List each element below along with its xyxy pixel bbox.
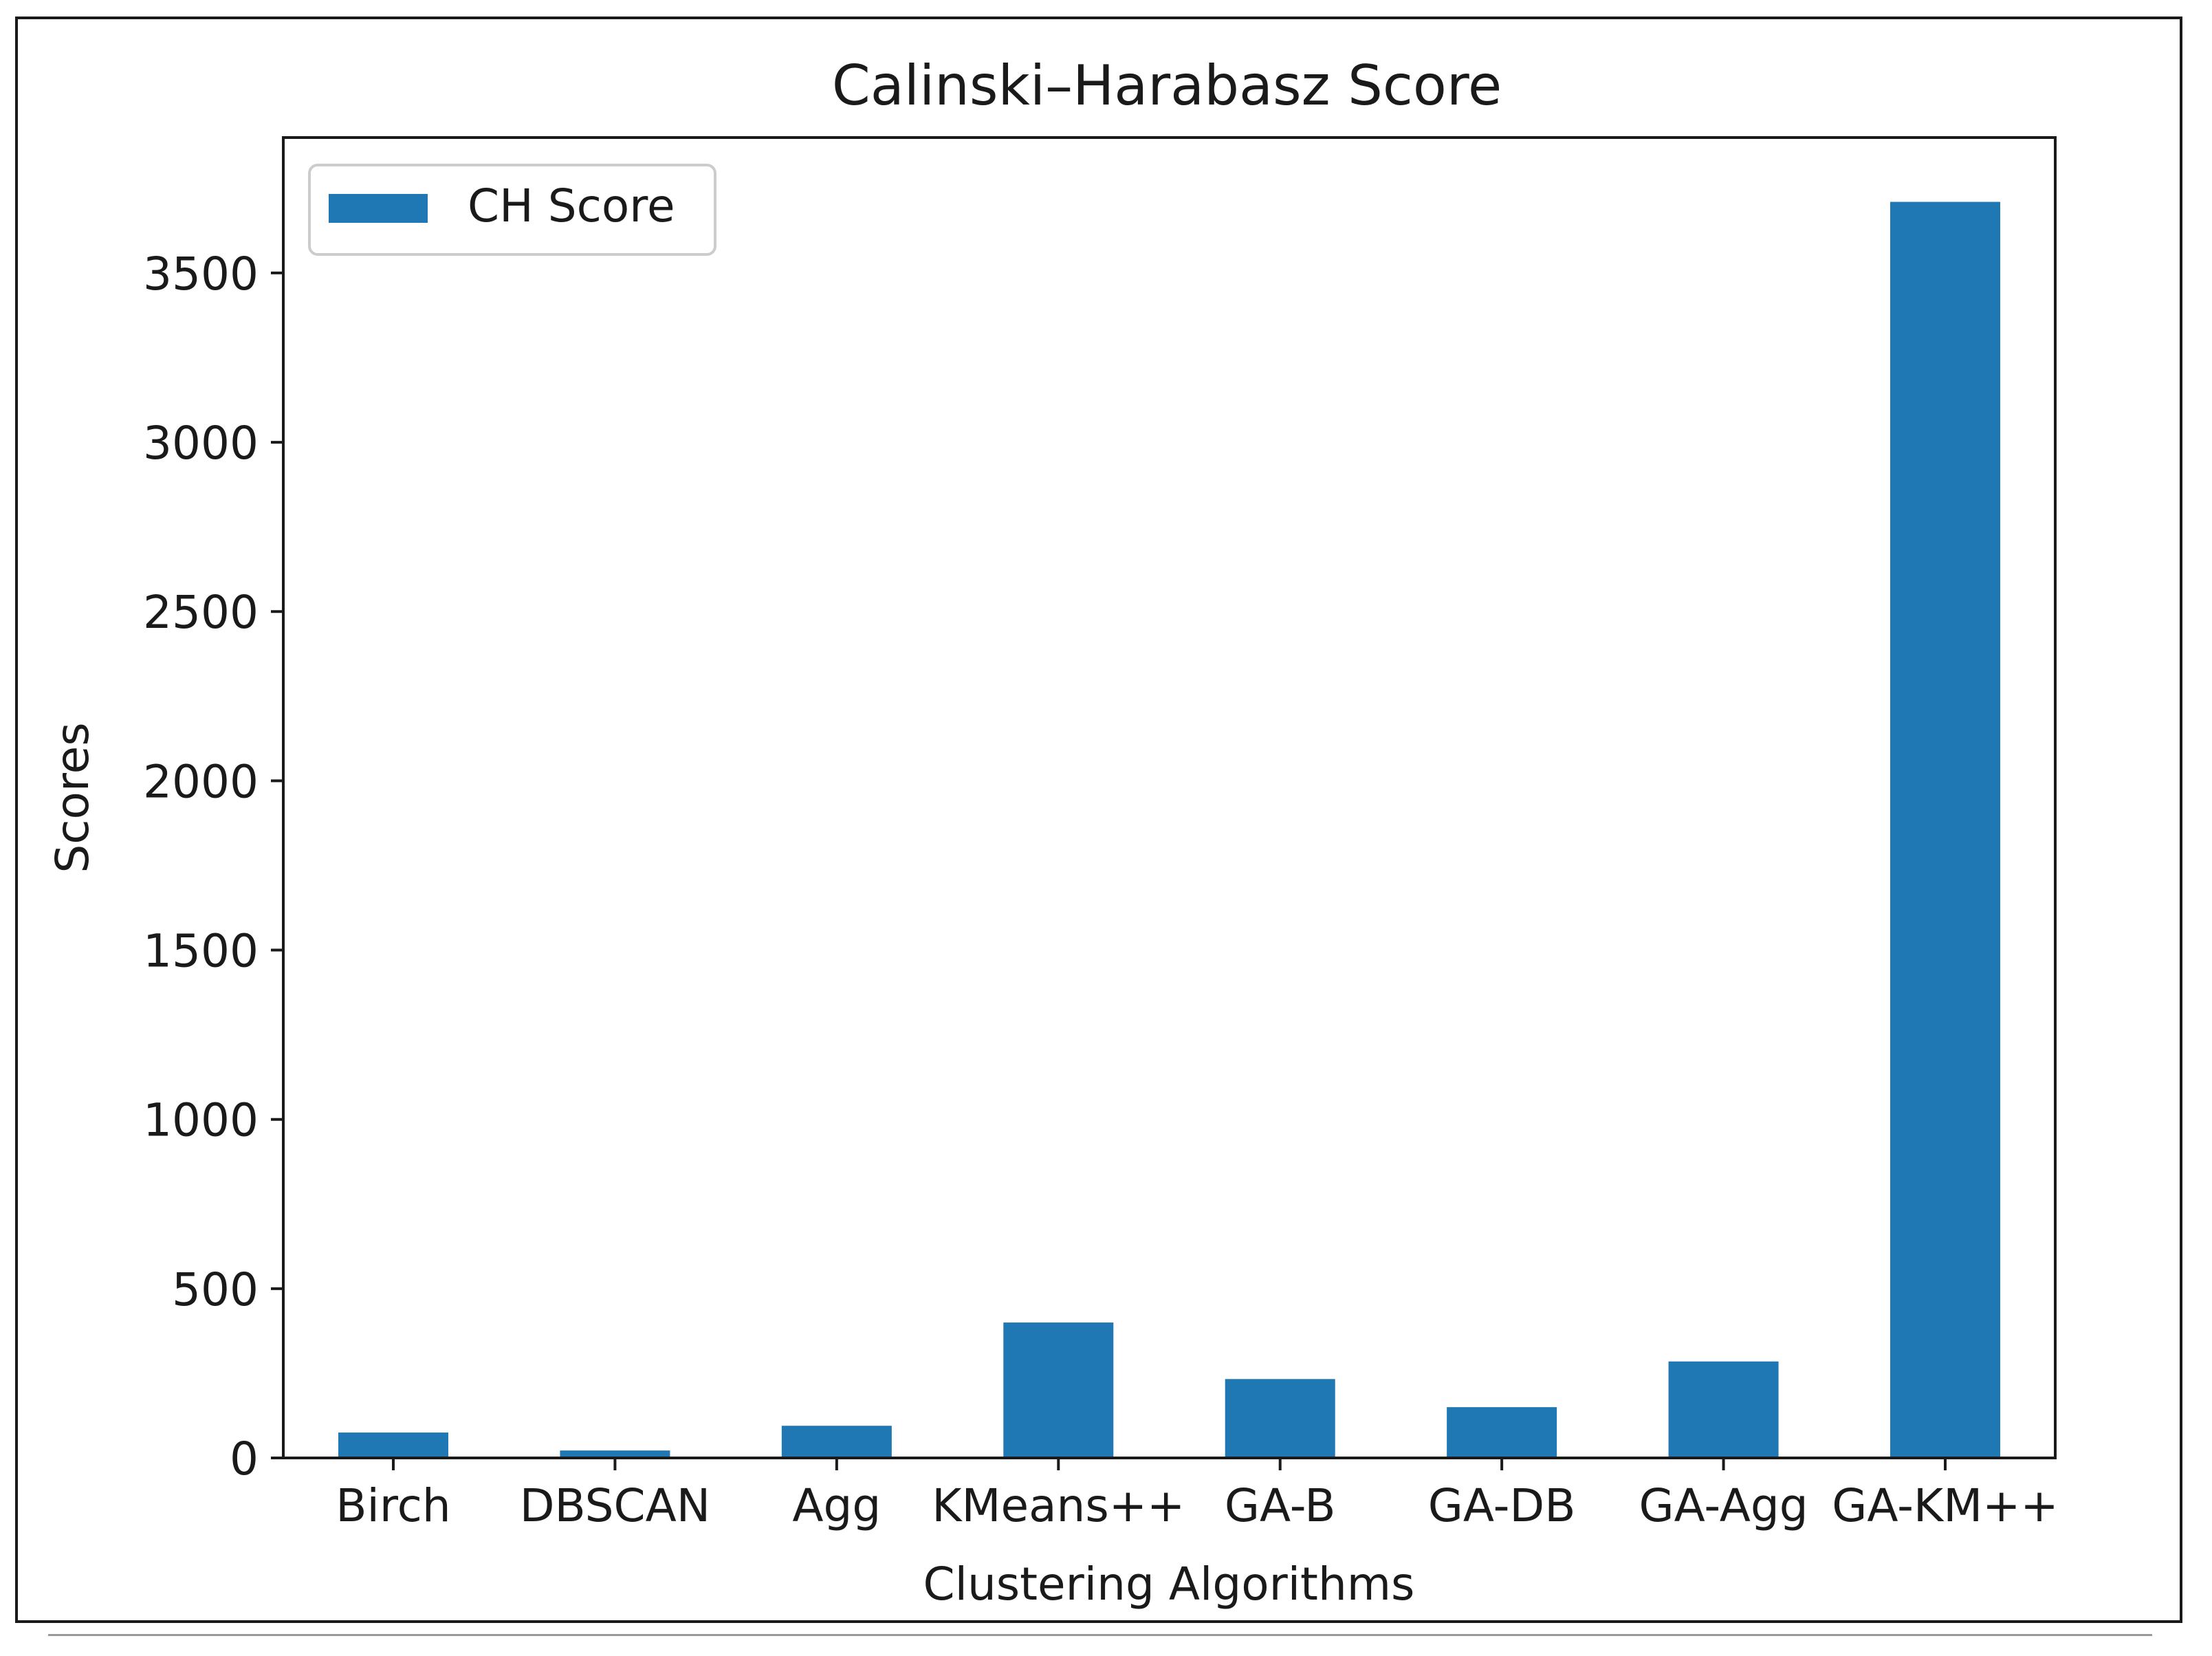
y-tick-label: 2000 bbox=[143, 755, 259, 808]
legend-swatch bbox=[329, 194, 428, 223]
bar-kmeans- bbox=[1003, 1322, 1114, 1458]
bar-ga-agg bbox=[1668, 1361, 1779, 1458]
y-tick-label: 0 bbox=[230, 1432, 259, 1485]
x-tick-label: KMeans++ bbox=[932, 1479, 1185, 1532]
x-tick-label: Agg bbox=[792, 1479, 881, 1532]
x-tick-label: GA-DB bbox=[1428, 1479, 1576, 1532]
bar-agg bbox=[781, 1426, 892, 1458]
y-tick-label: 1500 bbox=[143, 925, 259, 978]
bar-birch bbox=[338, 1432, 448, 1458]
bar-ga-b bbox=[1225, 1379, 1335, 1458]
y-tick-label: 2500 bbox=[143, 586, 259, 639]
y-tick-label: 3000 bbox=[143, 417, 259, 470]
y-tick-label: 3500 bbox=[143, 248, 259, 301]
y-tick-label: 1000 bbox=[143, 1094, 259, 1147]
x-tick-label: Birch bbox=[336, 1479, 450, 1532]
bottom-rule bbox=[48, 1634, 2152, 1636]
x-tick-label: DBSCAN bbox=[520, 1479, 710, 1532]
x-tick-label: GA-KM++ bbox=[1832, 1479, 2058, 1532]
x-axis: Birch DBSCAN Agg KMeans++ GA-B GA-DB GA-Agg GA-… bbox=[336, 1458, 2059, 1532]
y-axis-label: Scores bbox=[46, 722, 99, 873]
plot-area-border bbox=[282, 136, 2057, 1459]
bar-ga-km- bbox=[1890, 201, 2000, 1458]
chart-title: Calinski–Harabasz Score bbox=[832, 54, 1502, 118]
bar-dbscan bbox=[560, 1450, 670, 1458]
legend-box bbox=[308, 164, 716, 256]
x-tick-label: GA-B bbox=[1225, 1479, 1336, 1532]
y-axis: 0 500 1000 1500 2000 2500 3000 3500 bbox=[143, 248, 283, 1485]
bars-group bbox=[338, 201, 2000, 1458]
bar-ga-db bbox=[1447, 1407, 1557, 1458]
legend: CH Score bbox=[308, 164, 716, 256]
x-axis-label: Clustering Algorithms bbox=[923, 1558, 1415, 1611]
legend-label: CH Score bbox=[468, 179, 675, 232]
x-tick-label: GA-Agg bbox=[1639, 1479, 1808, 1532]
y-tick-label: 500 bbox=[172, 1263, 259, 1316]
